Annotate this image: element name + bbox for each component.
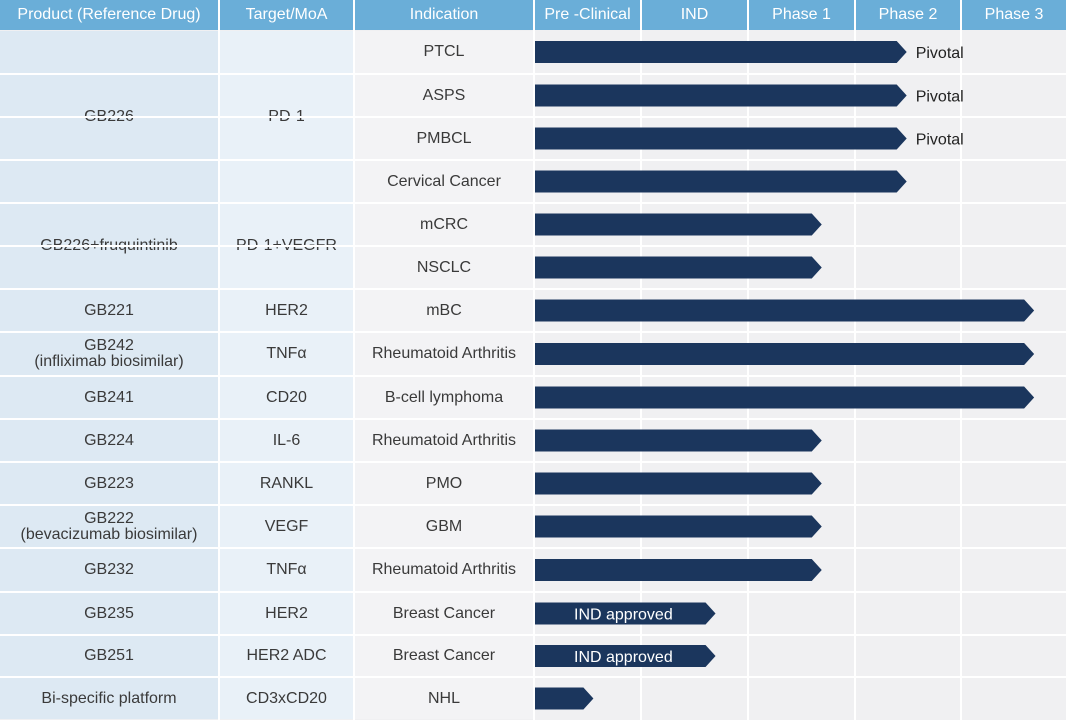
header-stage-phase2: Phase 2 xyxy=(856,0,960,30)
progress-bar xyxy=(535,213,822,236)
progress-bar xyxy=(535,84,907,107)
indication-cell: B-cell lymphoma xyxy=(355,377,533,418)
column-divider xyxy=(533,0,535,720)
header-product: Product (Reference Drug) xyxy=(0,0,218,30)
progress-bar xyxy=(535,299,1035,322)
header-target: Target/MoA xyxy=(220,0,353,30)
product-cell: Bi-specific platform xyxy=(0,678,218,719)
indication-cell: Rheumatoid Arthritis xyxy=(355,549,533,591)
product-cell: GB251 xyxy=(0,636,218,676)
target-cell: RANKL xyxy=(220,463,353,504)
target-cell: HER2 xyxy=(220,593,353,634)
column-divider xyxy=(218,0,220,720)
indication-cell: Rheumatoid Arthritis xyxy=(355,420,533,461)
product-cell: GB222 (bevacizumab biosimilar) xyxy=(0,506,218,547)
indication-cell: NHL xyxy=(355,678,533,719)
progress-bar xyxy=(535,472,822,495)
product-cell: GB242 (infliximab biosimilar) xyxy=(0,333,218,375)
indication-cell: mCRC xyxy=(355,204,533,245)
header-stage-preclinical: Pre -Clinical xyxy=(535,0,640,30)
indication-cell: PTCL xyxy=(355,31,533,73)
product-cell: GB224 xyxy=(0,420,218,461)
progress-bar xyxy=(535,41,907,63)
bar-note-label: Pivotal xyxy=(916,45,964,62)
target-cell: TNFα xyxy=(220,333,353,375)
header-stage-phase3: Phase 3 xyxy=(962,0,1066,30)
bar-inner-label: IND approved xyxy=(574,649,673,666)
target-cell: HER2 xyxy=(220,290,353,331)
target-cell: HER2 ADC xyxy=(220,636,353,676)
progress-bar xyxy=(535,343,1035,365)
header-stage-phase1: Phase 1 xyxy=(749,0,854,30)
indication-cell: Breast Cancer xyxy=(355,636,533,676)
bar-note-label: Pivotal xyxy=(916,132,964,149)
progress-bar xyxy=(535,515,822,538)
target-cell: IL-6 xyxy=(220,420,353,461)
progress-bar xyxy=(535,687,594,710)
product-cell: GB241 xyxy=(0,377,218,418)
indication-cell: mBC xyxy=(355,290,533,331)
column-divider xyxy=(353,0,355,720)
progress-bar xyxy=(535,602,716,625)
progress-bar xyxy=(535,256,822,279)
progress-bar xyxy=(535,386,1035,409)
indication-cell: PMBCL xyxy=(355,118,533,159)
indication-cell: ASPS xyxy=(355,75,533,116)
indication-cell: GBM xyxy=(355,506,533,547)
indication-cell: Cervical Cancer xyxy=(355,161,533,202)
product-cell: GB235 xyxy=(0,593,218,634)
target-cell: VEGF xyxy=(220,506,353,547)
progress-bar xyxy=(535,645,716,667)
progress-bar xyxy=(535,127,907,150)
progress-bar xyxy=(535,429,822,452)
product-cell: GB221 xyxy=(0,290,218,331)
indication-cell: NSCLC xyxy=(355,247,533,288)
product-cell: GB232 xyxy=(0,549,218,591)
bar-note-label: Pivotal xyxy=(916,89,964,106)
target-cell: TNFα xyxy=(220,549,353,591)
product-cell: GB223 xyxy=(0,463,218,504)
progress-bar xyxy=(535,170,907,193)
target-cell: CD3xCD20 xyxy=(220,678,353,719)
indication-cell: Breast Cancer xyxy=(355,593,533,634)
header-indication: Indication xyxy=(355,0,533,30)
indication-cell: Rheumatoid Arthritis xyxy=(355,333,533,375)
bar-inner-label: IND approved xyxy=(574,607,673,624)
indication-cell: PMO xyxy=(355,463,533,504)
target-cell: CD20 xyxy=(220,377,353,418)
header-stage-ind: IND xyxy=(642,0,747,30)
progress-bar xyxy=(535,559,822,581)
